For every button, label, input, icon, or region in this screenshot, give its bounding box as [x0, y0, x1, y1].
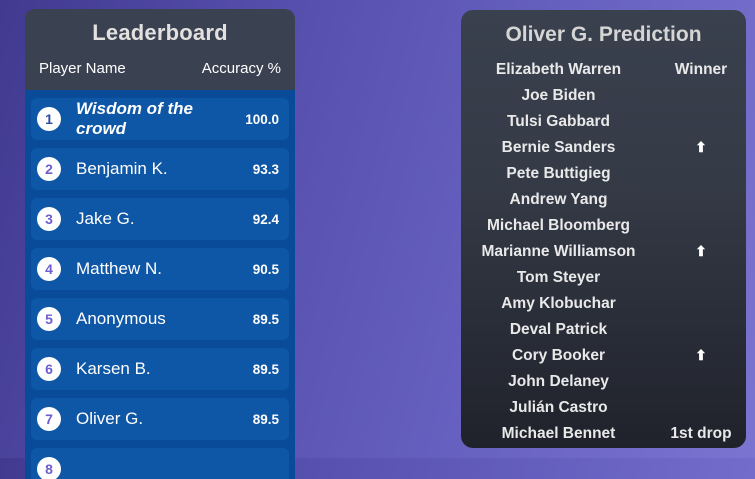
candidate-name: Cory Booker — [511, 347, 606, 364]
candidate-name: Joe Biden — [521, 87, 596, 104]
accuracy-value: 100.0 — [245, 111, 279, 127]
rank-badge: 5 — [37, 307, 61, 331]
leaderboard-row[interactable]: 2 Benjamin K. 93.3 — [31, 148, 289, 190]
player-name: Oliver G. — [76, 409, 144, 428]
leaderboard-row[interactable]: 8 — [31, 448, 289, 479]
player-name: Benjamin K. — [76, 159, 168, 178]
player-name: Wisdom of the crowd — [76, 99, 193, 138]
prediction-row: Pete Buttigieg — [461, 161, 746, 187]
player-name: Anonymous — [76, 309, 166, 328]
prediction-panel: Oliver G. Prediction Elizabeth Warren Wi… — [461, 10, 746, 448]
leaderboard-title: Leaderboard — [92, 20, 228, 45]
candidate-name: John Delaney — [508, 373, 609, 390]
leaderboard-column-headers: Player Name Accuracy % — [37, 60, 283, 77]
prediction-row: Michael Bennet 1st drop — [461, 421, 746, 447]
rank-badge: 1 — [37, 107, 61, 131]
player-name: Matthew N. — [76, 259, 162, 278]
candidate-name: Julián Castro — [509, 399, 608, 416]
candidate-name: Andrew Yang — [509, 191, 608, 208]
leaderboard-row[interactable]: 4 Matthew N. 90.5 — [31, 248, 289, 290]
candidate-name: Marianne Williamson — [481, 243, 636, 260]
candidate-name: Tom Steyer — [516, 269, 601, 286]
leaderboard-list: 1 Wisdom of the crowd 100.0 2 Benjamin K… — [25, 90, 295, 479]
leaderboard-panel: Leaderboard Player Name Accuracy % 1 Wis… — [25, 9, 295, 479]
accuracy-value: 92.4 — [252, 211, 279, 227]
prediction-row: Andrew Yang — [461, 187, 746, 213]
candidate-name: Deval Patrick — [509, 321, 608, 338]
leaderboard-row[interactable]: 3 Jake G. 92.4 — [31, 198, 289, 240]
prediction-row: Tulsi Gabbard — [461, 109, 746, 135]
prediction-row: Bernie Sanders ⬆ — [461, 135, 746, 161]
rank-badge: 7 — [37, 407, 61, 431]
column-header-player: Player Name — [39, 60, 126, 77]
prediction-row: Julián Castro — [461, 395, 746, 421]
candidate-note: 1st drop — [670, 425, 732, 442]
candidate-note: ⬆ — [656, 347, 746, 365]
prediction-row: Deval Patrick — [461, 317, 746, 343]
candidate-name: Amy Klobuchar — [501, 295, 616, 312]
up-arrow-icon: ⬆ — [695, 139, 707, 155]
player-name: Karsen B. — [76, 359, 151, 378]
accuracy-value: 90.5 — [252, 261, 279, 277]
prediction-row: Tom Steyer — [461, 265, 746, 291]
prediction-row: Marianne Williamson ⬆ — [461, 239, 746, 265]
leaderboard-row[interactable]: 5 Anonymous 89.5 — [31, 298, 289, 340]
prediction-title: Oliver G. Prediction — [505, 23, 702, 46]
candidate-note: ⬆ — [656, 243, 746, 261]
prediction-row: Michael Bloomberg — [461, 213, 746, 239]
accuracy-value: 89.5 — [252, 311, 279, 327]
accuracy-value: 89.5 — [252, 411, 279, 427]
rank-badge: 6 — [37, 357, 61, 381]
rank-badge: 4 — [37, 257, 61, 281]
up-arrow-icon: ⬆ — [695, 347, 707, 363]
player-name: Jake G. — [76, 209, 135, 228]
candidate-name: Michael Bennet — [501, 425, 616, 442]
rank-badge: 8 — [37, 457, 61, 479]
accuracy-value: 89.5 — [252, 361, 279, 377]
candidate-name: Michael Bloomberg — [487, 217, 630, 234]
up-arrow-icon: ⬆ — [695, 243, 707, 259]
rank-badge: 2 — [37, 157, 61, 181]
column-header-accuracy: Accuracy % — [201, 60, 281, 77]
prediction-row: Elizabeth Warren Winner — [461, 57, 746, 83]
candidate-name: Bernie Sanders — [501, 139, 616, 156]
candidate-note: ⬆ — [656, 139, 746, 157]
prediction-row: John Delaney — [461, 369, 746, 395]
prediction-row: Joe Biden — [461, 83, 746, 109]
leaderboard-row[interactable]: 7 Oliver G. 89.5 — [31, 398, 289, 440]
rank-badge: 3 — [37, 207, 61, 231]
leaderboard-row[interactable]: 1 Wisdom of the crowd 100.0 — [31, 98, 289, 140]
leaderboard-header: Leaderboard Player Name Accuracy % — [25, 9, 295, 90]
prediction-list: Elizabeth Warren Winner Joe Biden Tulsi … — [461, 57, 746, 447]
accuracy-value: 93.3 — [252, 161, 279, 177]
candidate-name: Pete Buttigieg — [506, 165, 611, 182]
candidate-name: Elizabeth Warren — [495, 61, 622, 78]
candidate-note: Winner — [674, 61, 728, 78]
candidate-name: Tulsi Gabbard — [506, 113, 611, 130]
prediction-row: Cory Booker ⬆ — [461, 343, 746, 369]
leaderboard-row[interactable]: 6 Karsen B. 89.5 — [31, 348, 289, 390]
prediction-row: Amy Klobuchar — [461, 291, 746, 317]
